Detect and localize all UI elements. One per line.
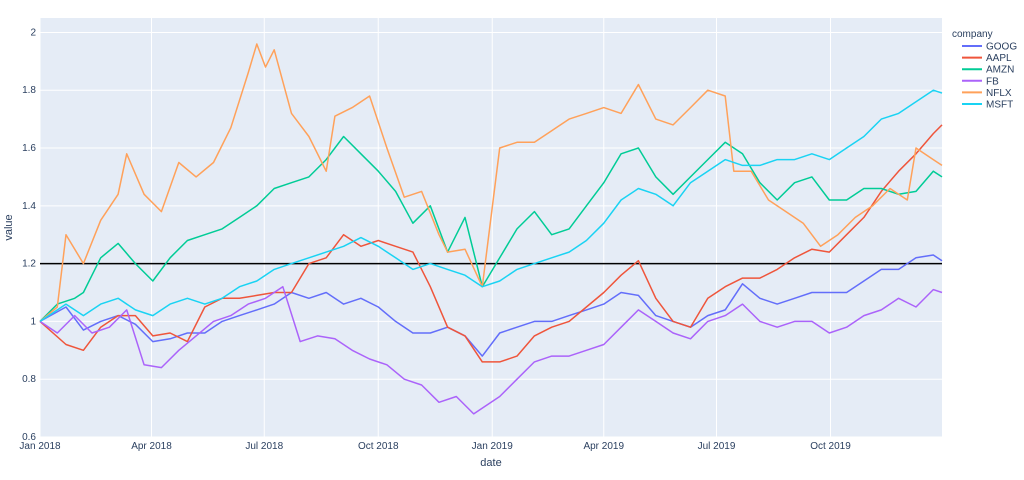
legend-label: AAPL [986, 53, 1012, 64]
x-axis-title: date [480, 457, 501, 469]
y-tick-label: 0.6 [22, 432, 36, 443]
x-tick-label: Jul 2018 [245, 441, 283, 452]
plot-area [40, 18, 942, 437]
x-tick-label: Apr 2019 [583, 441, 624, 452]
y-tick-label: 1.6 [22, 143, 36, 154]
y-tick-label: 2 [30, 27, 36, 38]
legend-title: company [952, 29, 993, 40]
series-line-fb[interactable] [39, 285, 943, 415]
x-tick-label: Jul 2019 [698, 441, 736, 452]
y-tick-label: 1.2 [22, 259, 36, 270]
y-tick-label: 1 [30, 316, 36, 327]
y-axis-title: value [3, 214, 15, 240]
x-tick-label: Jan 2019 [472, 441, 514, 452]
legend-label: MSFT [986, 100, 1013, 111]
legend-label: GOOG [986, 42, 1017, 53]
gridlines [39, 18, 942, 438]
y-tick-label: 0.8 [22, 374, 36, 385]
series-line-nflx[interactable] [39, 43, 943, 322]
x-tick-label: Oct 2018 [358, 441, 399, 452]
legend-label: NFLX [986, 88, 1012, 99]
x-tick-label: Oct 2019 [810, 441, 851, 452]
legend-item-amzn[interactable]: AMZN [962, 65, 1014, 76]
y-tick-label: 1.4 [22, 201, 36, 212]
legend-item-fb[interactable]: FB [962, 76, 999, 87]
axis-ticks: 0.6 0.8 1 1.2 1.4 1.6 1.8 2 Jan 2018 Apr 2018 Jul … [19, 27, 851, 452]
legend-item-nflx[interactable]: NFLX [962, 88, 1012, 99]
series-line-msft[interactable] [39, 89, 943, 323]
legend-item-aapl[interactable]: AAPL [962, 53, 1012, 64]
y-tick-label: 1.8 [22, 85, 36, 96]
series-lines [39, 43, 943, 415]
x-tick-label: Jan 2018 [19, 441, 61, 452]
legend-item-goog[interactable]: GOOG [962, 42, 1017, 53]
legend-label: AMZN [986, 65, 1014, 76]
legend-item-msft[interactable]: MSFT [962, 100, 1013, 111]
x-tick-label: Apr 2018 [131, 441, 172, 452]
series-line-aapl[interactable] [39, 124, 943, 363]
legend-label: FB [986, 76, 999, 87]
